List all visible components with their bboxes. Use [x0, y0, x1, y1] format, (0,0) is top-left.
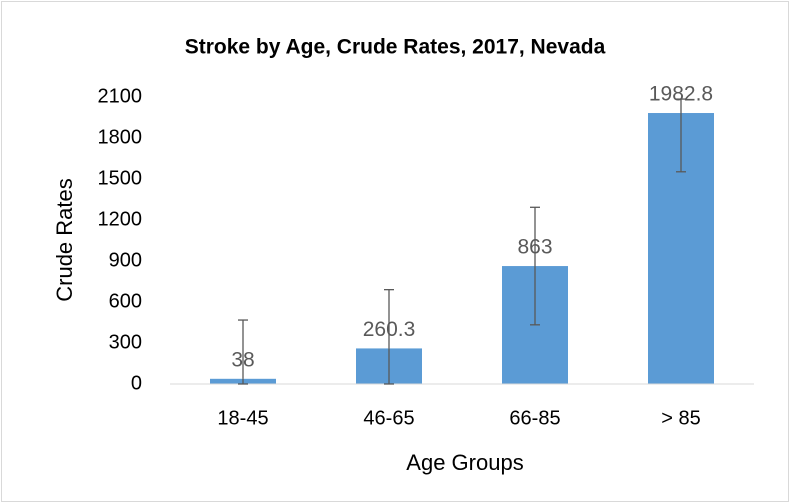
chart-title: Stroke by Age, Crude Rates, 2017, Nevada [185, 36, 606, 59]
data-label: 38 [231, 348, 254, 371]
y-tick-label: 0 [131, 372, 142, 394]
x-axis-title: Age Groups [406, 450, 523, 475]
y-tick-label: 900 [109, 249, 142, 271]
y-tick-label: 300 [109, 331, 142, 353]
x-tick-label: 18-45 [217, 407, 268, 429]
y-tick-label: 600 [109, 290, 142, 312]
data-label: 1982.8 [649, 83, 713, 106]
y-tick-label: 2100 [98, 85, 143, 107]
y-tick-label: 1500 [98, 167, 143, 189]
x-tick-label: 46-65 [363, 407, 414, 429]
y-tick-label: 1800 [98, 126, 143, 148]
data-label: 260.3 [363, 318, 416, 341]
y-tick-label: 1200 [98, 208, 143, 230]
x-tick-label: 66-85 [509, 407, 560, 429]
data-label: 863 [517, 236, 552, 259]
x-tick-label: > 85 [661, 407, 700, 429]
y-axis-title: Crude Rates [52, 178, 77, 302]
